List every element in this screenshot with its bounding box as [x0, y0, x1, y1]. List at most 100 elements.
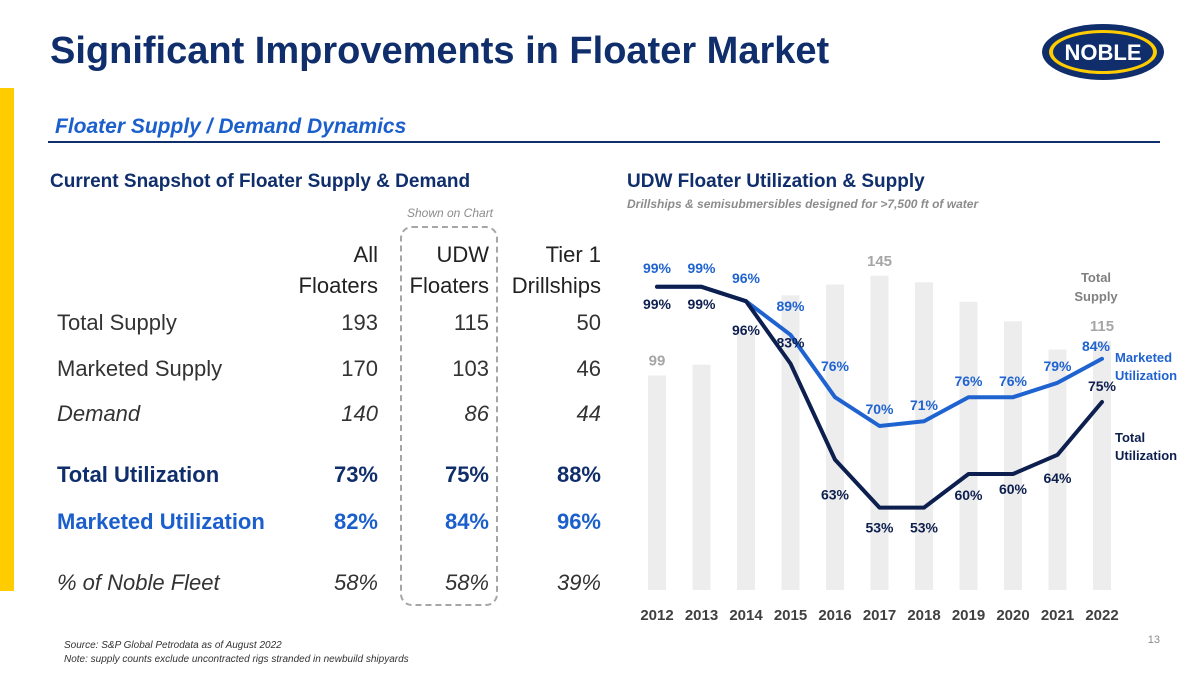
table-cell: 58% [444, 570, 489, 595]
section-subtitle: Floater Supply / Demand Dynamics [55, 115, 407, 138]
marketed-utilization-legend: Marketed [1115, 350, 1172, 365]
row-label-marketed-utilization: Marketed Utilization [57, 509, 265, 534]
highlight-box [400, 226, 498, 606]
table-cell: 170 [341, 356, 378, 381]
x-tick-label: 2017 [863, 607, 896, 624]
snapshot-title: Current Snapshot of Floater Supply & Dem… [50, 171, 471, 192]
supply-bar [648, 375, 666, 590]
page-number: 13 [1147, 634, 1160, 646]
col-header-udw-floaters: UDW Floaters [289, 240, 489, 302]
supply-bar [870, 275, 889, 590]
col-header-all-floaters: All Floaters [178, 240, 378, 302]
total-data-label: 99% [687, 296, 716, 312]
total-utilization-legend: Utilization [1115, 448, 1177, 463]
logo-text: NOBLE [1065, 40, 1142, 65]
table-cell: 140 [341, 401, 378, 426]
col-header-line2: Drillships [511, 272, 601, 298]
table-cell: 115 [453, 310, 489, 335]
supply-data-label: 145 [867, 253, 892, 270]
col-header-line1: All [353, 242, 378, 267]
marketed-data-label: 84% [1082, 338, 1111, 354]
total-data-label: 75% [1088, 378, 1117, 394]
supply-bar [826, 284, 844, 590]
utilization-supply-chart: 99 2012 2013 2014 2015 2016 145 2017 2018 2019 202… [640, 253, 1177, 624]
chart-subtitle: Drillships & semisubmersibles designed f… [627, 197, 979, 211]
marketed-data-label: 99% [643, 260, 672, 276]
source-note: Source: S&P Global Petrodata as of Augus… [64, 640, 282, 651]
table-cell: 82% [333, 509, 378, 534]
table-cell: 86 [464, 401, 489, 426]
total-data-label: 60% [999, 481, 1028, 497]
marketed-data-label: 76% [821, 358, 850, 374]
total-supply-legend: Supply [1074, 289, 1118, 304]
row-label-demand: Demand [57, 401, 141, 426]
x-tick-label: 2022 [1085, 607, 1118, 624]
total-utilization-legend: Total [1115, 430, 1145, 445]
row-label-total-utilization: Total Utilization [57, 462, 220, 487]
x-tick-label: 2018 [907, 607, 940, 624]
row-label-marketed-supply: Marketed Supply [57, 356, 223, 381]
marketed-data-label: 76% [954, 373, 983, 389]
table-cell: 75% [444, 462, 489, 487]
table-cell: 58% [333, 570, 378, 595]
divider [48, 141, 1160, 143]
table-cell: 96% [556, 509, 601, 534]
total-utilization-line [655, 284, 1104, 510]
x-tick-label: 2012 [640, 607, 673, 624]
marketed-data-label: 70% [865, 401, 894, 417]
supply-bar [692, 364, 711, 590]
marketed-utilization-legend: Utilization [1115, 368, 1177, 383]
total-supply-legend: Total [1081, 270, 1111, 285]
total-data-label: 96% [732, 322, 761, 338]
marketed-data-label: 79% [1043, 358, 1072, 374]
x-tick-label: 2016 [818, 607, 851, 624]
marketed-data-label: 76% [999, 373, 1028, 389]
marketed-data-label: 96% [732, 270, 761, 286]
table-cell: 50 [576, 310, 601, 335]
table-cell: 84% [444, 509, 489, 534]
total-data-label: 83% [776, 335, 805, 351]
marketed-data-label: 71% [910, 397, 939, 413]
supply-data-label: 99 [649, 353, 666, 370]
shown-on-chart-label: Shown on Chart [406, 206, 494, 220]
col-header-line2: Floaters [298, 272, 378, 298]
col-header-line1: Tier 1 [545, 242, 601, 267]
supply-bar [915, 282, 933, 590]
supply-bar [959, 301, 978, 590]
x-tick-label: 2013 [685, 607, 718, 624]
chart-title: UDW Floater Utilization & Supply [627, 171, 925, 192]
total-data-label: 53% [910, 520, 939, 536]
table-cell: 193 [341, 310, 378, 335]
col-header-line1: UDW [436, 242, 489, 267]
supply-bar [1048, 349, 1067, 590]
total-data-label: 99% [643, 296, 672, 312]
supply-bar [1093, 340, 1111, 590]
total-data-label: 63% [821, 487, 850, 503]
marketed-data-label: 89% [776, 298, 805, 314]
table-cell: 103 [452, 356, 489, 381]
x-tick-label: 2019 [952, 607, 985, 624]
supply-note: Note: supply counts exclude uncontracted… [64, 654, 409, 665]
x-tick-label: 2015 [774, 607, 807, 624]
x-tick-label: 2020 [996, 607, 1029, 624]
supply-bar [1004, 321, 1022, 590]
accent-bar [0, 88, 14, 591]
x-tick-label: 2021 [1041, 607, 1074, 624]
table-cell: 46 [576, 356, 601, 381]
x-tick-label: 2014 [729, 607, 763, 624]
total-data-label: 53% [865, 520, 894, 536]
row-label-total-supply: Total Supply [57, 310, 177, 335]
supply-data-label: 115 [1090, 318, 1114, 335]
col-header-tier1-drillships: Tier 1 Drillships [401, 240, 601, 302]
row-label-noble-fleet: % of Noble Fleet [57, 570, 220, 595]
table-cell: 88% [556, 462, 601, 487]
col-header-line2: Floaters [409, 272, 489, 298]
marketed-data-label: 99% [687, 260, 716, 276]
table-cell: 73% [333, 462, 378, 487]
supply-bar [737, 332, 755, 590]
table-cell: 39% [556, 570, 601, 595]
table-cell: 44 [576, 401, 601, 426]
total-data-label: 60% [954, 487, 983, 503]
noble-logo: NOBLE [1042, 24, 1164, 80]
total-data-label: 64% [1043, 470, 1072, 486]
